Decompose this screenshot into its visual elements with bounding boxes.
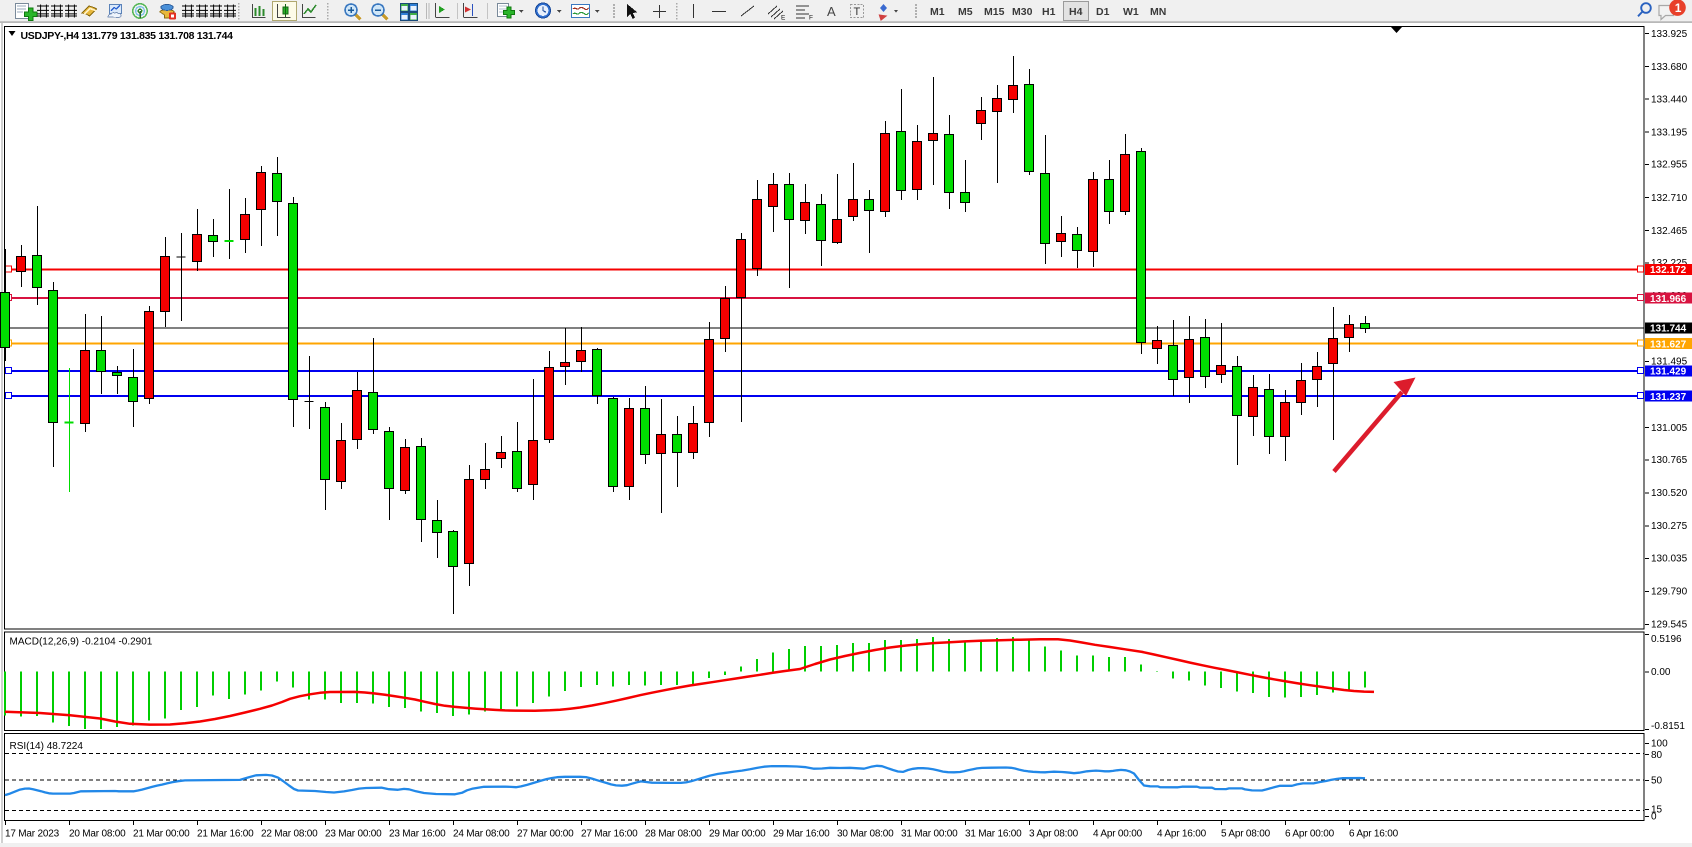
svg-text:M15: M15	[984, 6, 1005, 18]
svg-text:27 Mar 16:00: 27 Mar 16:00	[581, 829, 638, 840]
svg-text:USDJPY-,H4 131.779 131.835 13: USDJPY-,H4 131.779 131.835 131.708 131.7…	[21, 30, 234, 42]
svg-text:M5: M5	[958, 6, 973, 18]
svg-text:132.710: 132.710	[1651, 193, 1688, 204]
svg-text:132.465: 132.465	[1651, 226, 1688, 237]
svg-text:131.495: 131.495	[1651, 357, 1688, 368]
svg-text:4 Apr 16:00: 4 Apr 16:00	[1157, 829, 1207, 840]
svg-text:132.172: 132.172	[1650, 265, 1687, 276]
svg-text:50: 50	[1651, 776, 1663, 787]
svg-text:RSI(14) 48.7224: RSI(14) 48.7224	[10, 741, 84, 752]
svg-text:30 Mar 08:00: 30 Mar 08:00	[837, 829, 894, 840]
svg-text:H4: H4	[1069, 6, 1083, 18]
svg-text:131.005: 131.005	[1651, 423, 1688, 434]
svg-text:22 Mar 08:00: 22 Mar 08:00	[261, 829, 318, 840]
svg-text:F: F	[809, 15, 813, 22]
svg-text:3 Apr 08:00: 3 Apr 08:00	[1029, 829, 1079, 840]
svg-text:133.925: 133.925	[1651, 29, 1688, 40]
svg-text:H1: H1	[1042, 6, 1056, 18]
svg-text:132.225: 132.225	[1651, 258, 1688, 269]
svg-text:23 Mar 00:00: 23 Mar 00:00	[325, 829, 382, 840]
svg-text:80: 80	[1651, 750, 1663, 761]
svg-text:M30: M30	[1012, 6, 1033, 18]
svg-text:31 Mar 00:00: 31 Mar 00:00	[901, 829, 958, 840]
svg-text:W1: W1	[1123, 6, 1139, 18]
svg-text:1: 1	[1675, 1, 1682, 15]
svg-text:M1: M1	[930, 6, 945, 18]
svg-text:15: 15	[1651, 805, 1663, 816]
svg-text:-0.8151: -0.8151	[1651, 721, 1685, 732]
svg-text:131.237: 131.237	[1650, 392, 1687, 403]
svg-text:131.627: 131.627	[1650, 340, 1687, 351]
svg-text:21 Mar 16:00: 21 Mar 16:00	[197, 829, 254, 840]
svg-text:130.275: 130.275	[1651, 521, 1688, 532]
svg-text:133.440: 133.440	[1651, 94, 1688, 105]
svg-text:6 Apr 00:00: 6 Apr 00:00	[1285, 829, 1335, 840]
svg-text:133.680: 133.680	[1651, 62, 1688, 73]
svg-text:A: A	[827, 4, 836, 19]
svg-text:29 Mar 00:00: 29 Mar 00:00	[709, 829, 766, 840]
svg-text:132.955: 132.955	[1651, 160, 1688, 171]
svg-text:E: E	[781, 15, 786, 22]
svg-text:23 Mar 16:00: 23 Mar 16:00	[389, 829, 446, 840]
svg-text:MN: MN	[1150, 6, 1166, 18]
svg-text:129.790: 129.790	[1651, 587, 1688, 598]
svg-text:100: 100	[1651, 739, 1668, 750]
svg-text:21 Mar 00:00: 21 Mar 00:00	[133, 829, 190, 840]
svg-text:131.966: 131.966	[1650, 294, 1687, 305]
svg-text:24 Mar 08:00: 24 Mar 08:00	[453, 829, 510, 840]
svg-text:0.00: 0.00	[1651, 667, 1671, 678]
svg-text:31 Mar 16:00: 31 Mar 16:00	[965, 829, 1022, 840]
svg-text:0: 0	[1651, 812, 1657, 823]
svg-text:130.765: 130.765	[1651, 455, 1688, 466]
svg-text:131.744: 131.744	[1650, 324, 1687, 335]
svg-text:6 Apr 16:00: 6 Apr 16:00	[1349, 829, 1399, 840]
svg-text:131.429: 131.429	[1650, 367, 1687, 378]
svg-text:T: T	[854, 6, 861, 18]
svg-text:17 Mar 2023: 17 Mar 2023	[5, 829, 60, 840]
svg-text:20 Mar 08:00: 20 Mar 08:00	[69, 829, 126, 840]
svg-text:5 Apr 08:00: 5 Apr 08:00	[1221, 829, 1271, 840]
svg-text:28 Mar 08:00: 28 Mar 08:00	[645, 829, 702, 840]
svg-text:27 Mar 00:00: 27 Mar 00:00	[517, 829, 574, 840]
svg-text:129.545: 129.545	[1651, 620, 1688, 631]
svg-text:D1: D1	[1096, 6, 1110, 18]
svg-text:MACD(12,26,9) -0.2104 -0.2901: MACD(12,26,9) -0.2104 -0.2901	[10, 637, 153, 648]
svg-text:29 Mar 16:00: 29 Mar 16:00	[773, 829, 830, 840]
svg-text:130.520: 130.520	[1651, 488, 1688, 499]
svg-text:130.035: 130.035	[1651, 554, 1688, 565]
svg-text:0.5196: 0.5196	[1651, 634, 1682, 645]
svg-text:133.195: 133.195	[1651, 127, 1688, 138]
svg-text:4 Apr 00:00: 4 Apr 00:00	[1093, 829, 1143, 840]
